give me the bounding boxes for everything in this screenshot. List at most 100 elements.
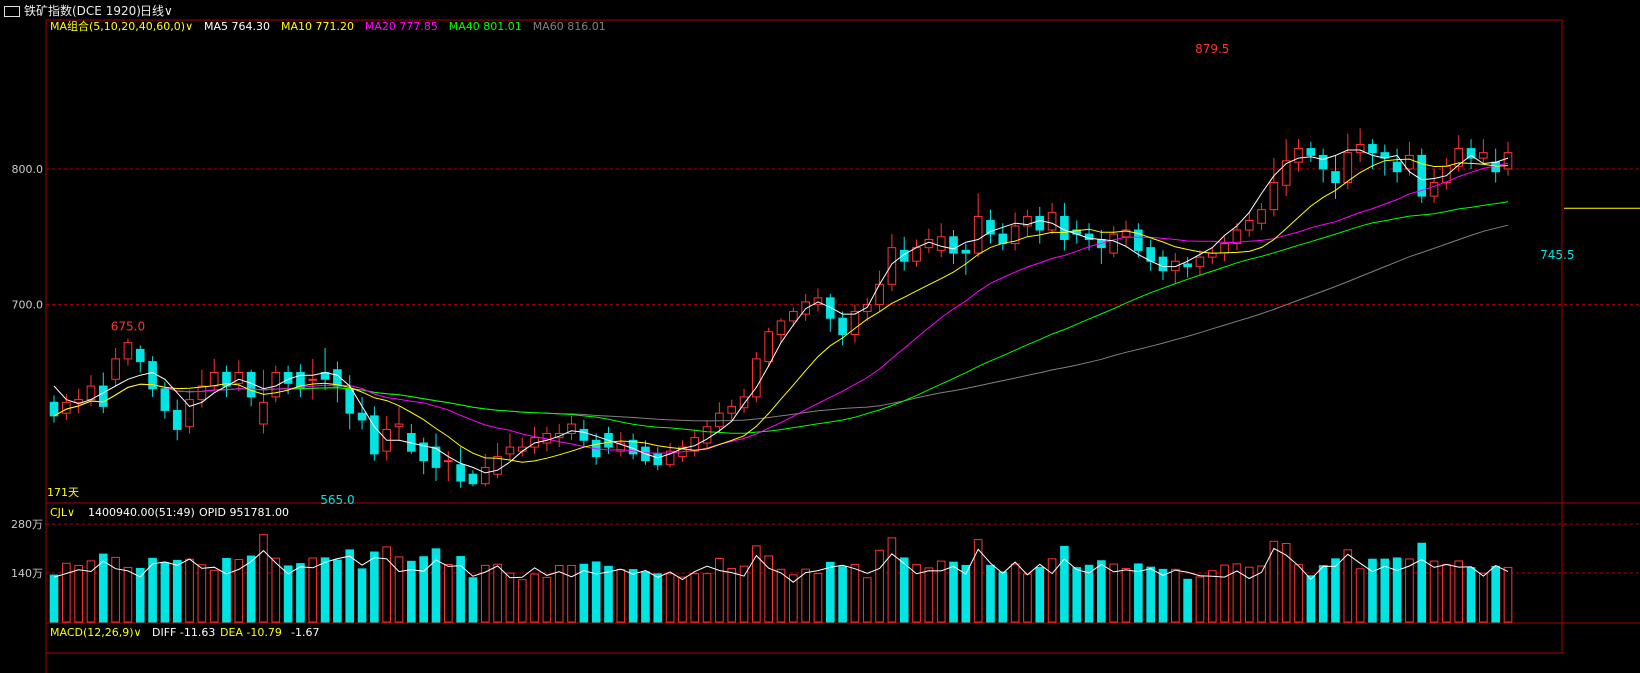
candle-body[interactable] [764,331,773,363]
candle-body[interactable] [1306,148,1316,156]
candle-body[interactable] [850,310,860,335]
volume-bar[interactable] [505,572,515,623]
volume-bar[interactable] [222,557,231,623]
volume-bar[interactable] [665,573,675,623]
candle-body[interactable] [456,464,465,482]
candle-body[interactable] [135,348,145,363]
volume-bar[interactable] [493,563,502,623]
candle-body[interactable] [1429,182,1439,197]
volume-bar[interactable] [1429,560,1439,623]
candle-body[interactable] [419,442,428,462]
volume-bar[interactable] [813,573,823,623]
volume-bar[interactable] [345,549,355,623]
volume-bar[interactable] [456,556,465,623]
volume-bar[interactable] [1405,558,1414,623]
candle-body[interactable] [443,460,453,463]
volume-bar[interactable] [197,564,207,623]
candle-body[interactable] [801,301,810,315]
volume-bar[interactable] [1368,558,1377,623]
volume-bar[interactable] [1331,558,1340,623]
volume-bar[interactable] [715,557,724,623]
candle-body[interactable] [62,401,71,414]
volume-bar[interactable] [1121,567,1131,623]
volume-bar[interactable] [591,561,601,623]
volume-bar[interactable] [370,551,379,623]
volume-bar[interactable] [1084,564,1094,623]
volume-bar[interactable] [801,568,810,623]
candle-body[interactable] [1023,215,1032,227]
candle-body[interactable] [813,297,823,306]
volume-bar[interactable] [407,560,416,623]
volume-bar[interactable] [567,564,576,623]
volume-bar[interactable] [875,549,884,623]
volume-bar[interactable] [135,567,145,623]
volume-bar[interactable] [148,557,157,623]
volume-bar[interactable] [443,563,453,623]
candle-body[interactable] [752,358,761,398]
candle-body[interactable] [789,310,798,322]
volume-bar[interactable] [1220,564,1229,623]
volume-bar[interactable] [949,561,958,623]
volume-bar[interactable] [961,564,971,623]
volume-bar[interactable] [246,555,256,623]
candle-body[interactable] [394,423,404,428]
volume-bar[interactable] [1183,578,1192,623]
candle-body[interactable] [1035,215,1045,231]
volume-bar[interactable] [825,561,835,623]
candle-body[interactable] [172,409,182,430]
volume-bar[interactable] [123,566,133,623]
candle-body[interactable] [111,358,120,380]
candle-body[interactable] [998,233,1008,245]
volume-bar[interactable] [1503,566,1513,623]
volume-bar[interactable] [86,560,96,623]
volume-bar[interactable] [1207,570,1217,623]
volume-bar[interactable] [308,557,318,623]
candle-body[interactable] [1442,165,1451,184]
volume-bar[interactable] [1454,560,1464,623]
volume-bar[interactable] [924,567,934,623]
volume-bar[interactable] [739,565,749,623]
candle-body[interactable] [776,320,786,335]
candle-body[interactable] [468,473,478,485]
candle-body[interactable] [875,283,884,306]
volume-bar[interactable] [382,546,392,623]
volume-bar[interactable] [862,577,872,623]
volume-bar[interactable] [1097,560,1106,623]
volume-bar[interactable] [1257,565,1266,623]
candle-body[interactable] [98,385,108,407]
volume-bar[interactable] [480,564,490,623]
volume-bar[interactable] [727,567,737,623]
candle-body[interactable] [271,371,281,398]
candle-body[interactable] [1343,152,1353,184]
candle-body[interactable] [579,428,589,441]
volume-bar[interactable] [517,579,527,623]
candle-body[interactable] [702,426,712,444]
volume-bar[interactable] [1417,542,1427,623]
volume-bar[interactable] [604,565,613,623]
candle-body[interactable] [1503,152,1513,170]
volume-bar[interactable] [1355,568,1365,623]
volume-bar[interactable] [1195,576,1205,623]
volume-bar[interactable] [1232,563,1242,623]
candle-body[interactable] [259,401,268,425]
instrument-menu[interactable]: 铁矿指数(DCE 1920) [4,2,141,19]
candle-body[interactable] [912,247,921,262]
volume-bar[interactable] [357,568,367,623]
candle-body[interactable] [1220,243,1229,254]
volume-bar[interactable] [641,571,650,623]
candle-body[interactable] [1109,233,1119,254]
volume-bar[interactable] [850,563,860,623]
volume-bar[interactable] [74,564,83,623]
volume-bar[interactable] [1035,566,1045,623]
volume-bar[interactable] [1318,565,1328,623]
candle-body[interactable] [431,446,441,468]
candle-body[interactable] [345,388,355,414]
volume-bar[interactable] [690,573,700,623]
volume-bar[interactable] [764,555,773,623]
candle-body[interactable] [234,371,244,384]
volume-bar[interactable] [1047,558,1057,623]
candle-body[interactable] [1183,263,1192,268]
volume-bar[interactable] [1269,540,1279,623]
volume-bar[interactable] [172,559,182,623]
